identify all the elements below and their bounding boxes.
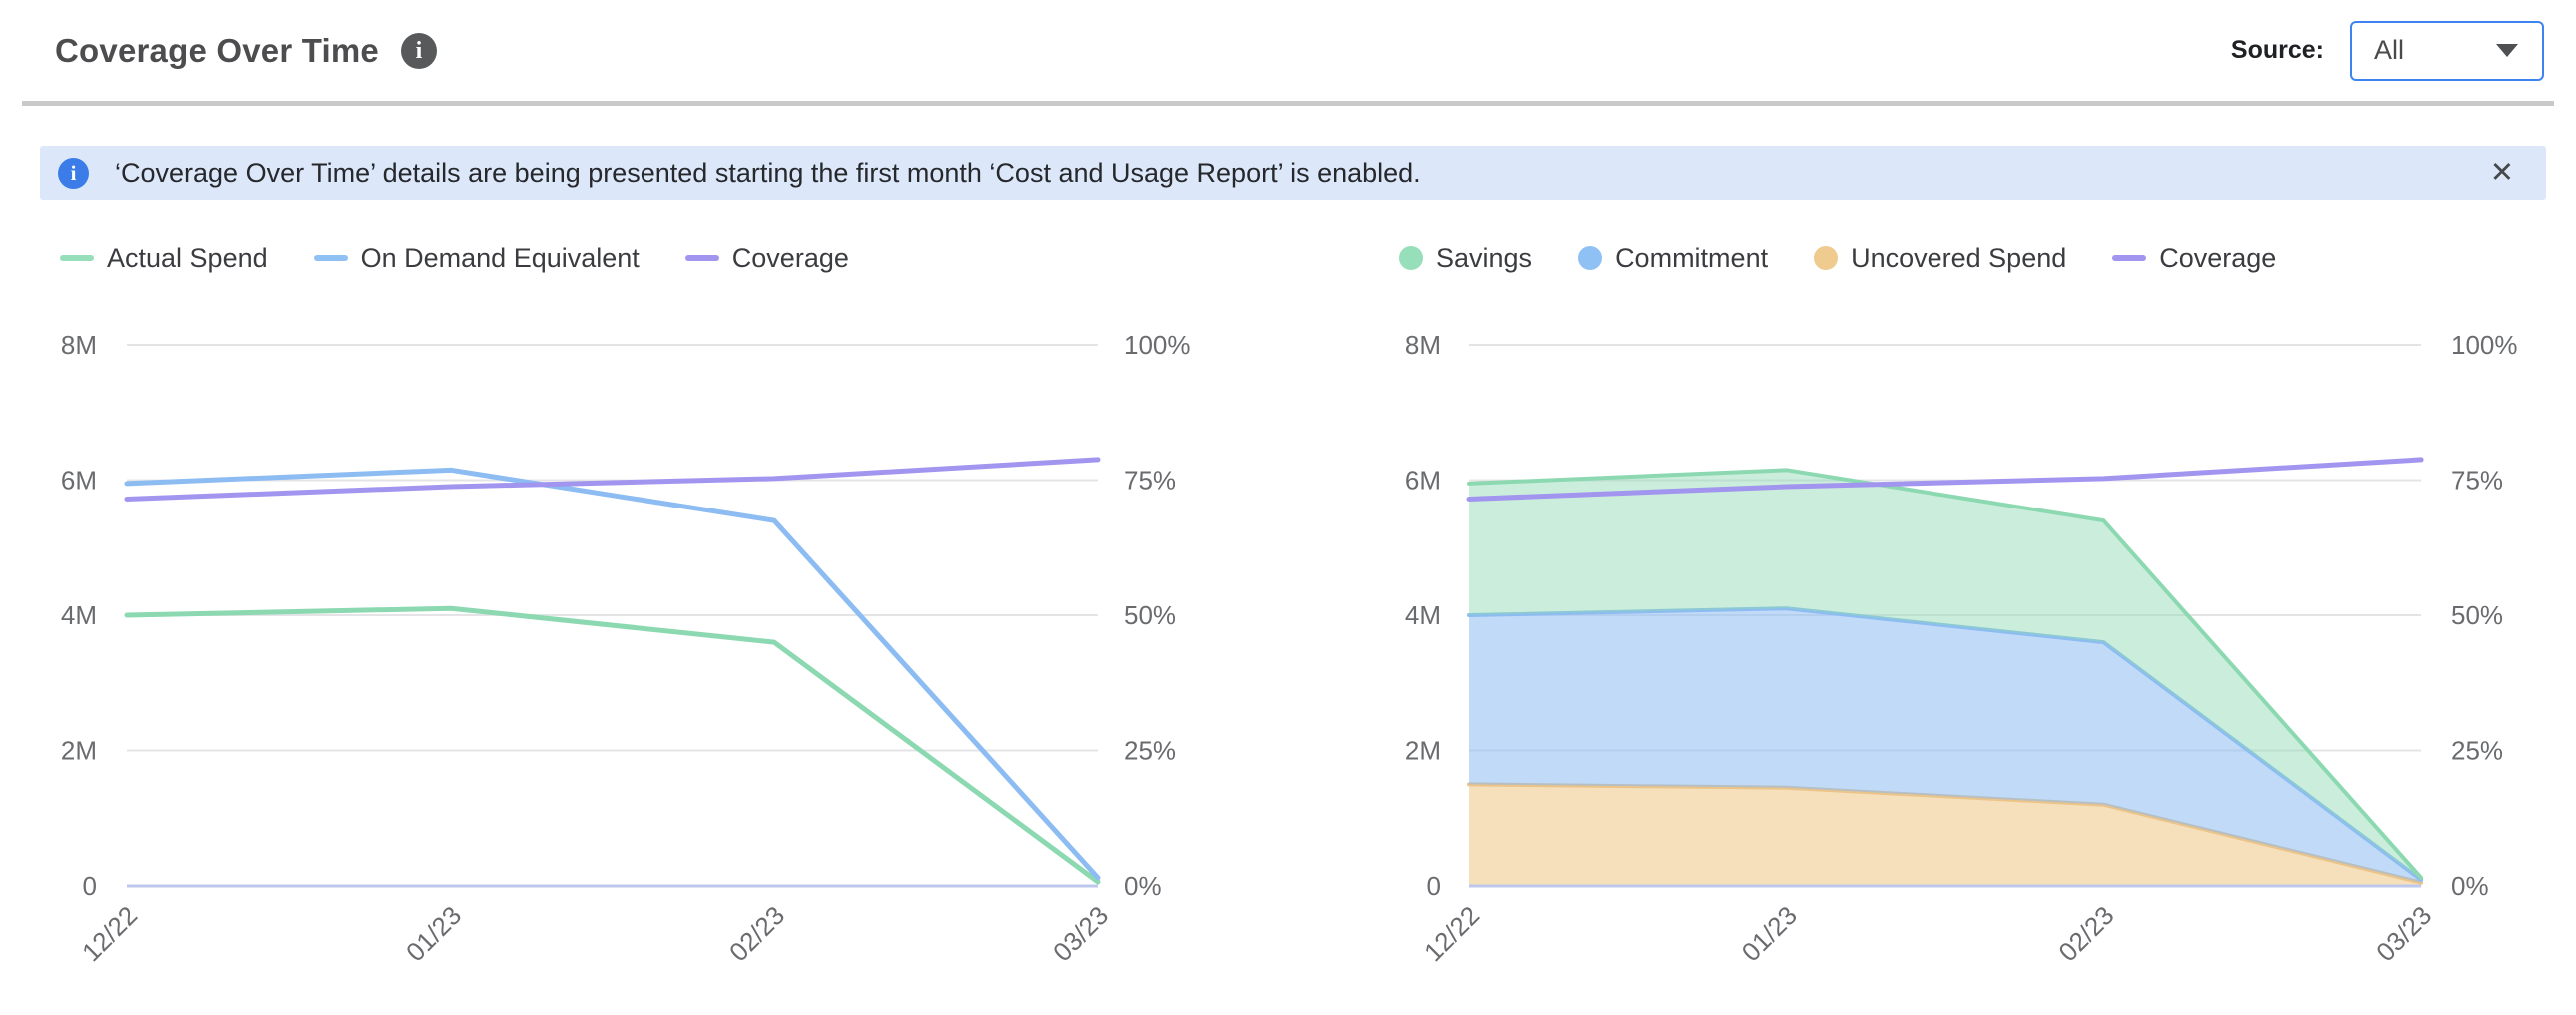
legend-line-icon xyxy=(60,255,94,261)
legend-item-coverage[interactable]: Coverage xyxy=(684,242,849,274)
y-axis-right-tick: 50% xyxy=(2451,600,2503,630)
page-header: Coverage Over Time i Source: All xyxy=(0,0,2576,101)
legend-dot-icon xyxy=(1814,246,1839,270)
legend-item-commitment[interactable]: Commitment xyxy=(1578,243,1768,274)
banner-text: ‘Coverage Over Time’ details are being p… xyxy=(115,157,1421,188)
area-savings xyxy=(1469,470,2422,880)
legend-label: Actual Spend xyxy=(107,242,268,273)
source-dropdown[interactable]: All xyxy=(2350,20,2544,81)
y-axis-right-tick: 100% xyxy=(2451,330,2518,360)
info-banner: i ‘Coverage Over Time’ details are being… xyxy=(40,146,2546,200)
source-dropdown-value: All xyxy=(2374,35,2405,65)
y-axis-left-tick: 6M xyxy=(61,466,97,496)
legend-item-uncovered-spend[interactable]: Uncovered Spend xyxy=(1814,243,2066,274)
spend-chart-legend: Actual Spend On Demand Equivalent Coverage xyxy=(60,238,849,278)
legend-dot-icon xyxy=(1578,246,1603,270)
legend-dot-icon xyxy=(1399,246,1423,270)
legend-label: Commitment xyxy=(1615,242,1769,273)
y-axis-left-tick: 6M xyxy=(1405,466,1441,496)
area-edge-commitment xyxy=(1467,606,2424,882)
y-axis-left-tick: 4M xyxy=(1405,600,1441,630)
series-line-actual-spend xyxy=(124,605,1101,885)
y-axis-right-tick: 0% xyxy=(1124,871,1162,901)
legend-line-icon xyxy=(2112,255,2147,261)
x-axis-tick: 03/23 xyxy=(2370,900,2437,967)
chevron-down-icon xyxy=(2496,44,2518,57)
page-title: Coverage Over Time xyxy=(55,31,379,69)
banner-info-icon: i xyxy=(58,157,89,189)
series-line-coverage xyxy=(124,457,1101,502)
x-axis-tick: 01/23 xyxy=(1736,900,1803,967)
x-axis-tick: 02/23 xyxy=(723,900,790,967)
y-axis-left-tick: 0 xyxy=(83,871,97,901)
header-divider xyxy=(22,101,2554,106)
legend-item-savings[interactable]: Savings xyxy=(1399,243,1532,274)
legend-item-coverage[interactable]: Coverage xyxy=(2112,243,2276,274)
source-label: Source: xyxy=(2230,36,2324,64)
area-edge-savings xyxy=(1467,468,2424,880)
y-axis-left-tick: 8M xyxy=(61,330,97,360)
banner-close-icon[interactable]: ✕ xyxy=(2489,156,2514,189)
coverage-chart-legend: Savings Commitment Uncovered Spend Coverage xyxy=(1399,238,2276,278)
y-axis-left-tick: 2M xyxy=(61,736,97,766)
y-axis-right-tick: 50% xyxy=(1124,600,1176,630)
x-axis-tick: 02/23 xyxy=(2052,900,2119,967)
x-axis-tick: 12/22 xyxy=(76,900,143,967)
legend-label: Savings xyxy=(1436,242,1533,273)
y-axis-left-tick: 0 xyxy=(1427,871,1441,901)
legend-label: On Demand Equivalent xyxy=(360,242,640,273)
y-axis-right-tick: 25% xyxy=(1124,736,1176,766)
x-axis-tick: 12/22 xyxy=(1418,900,1485,967)
y-axis-right-tick: 100% xyxy=(1124,330,1191,360)
area-uncovered-spend xyxy=(1469,784,2422,886)
legend-line-icon xyxy=(684,255,719,261)
y-axis-right-tick: 25% xyxy=(2451,736,2503,766)
legend-item-on-demand-equivalent[interactable]: On Demand Equivalent xyxy=(313,242,640,274)
x-axis-tick: 01/23 xyxy=(400,900,467,967)
series-line-on-demand-equivalent xyxy=(124,467,1101,881)
spend-line-chart: 8M 6M 4M 2M 0 100% 75% 50% 25% 0% 12/22 01/23 02/23 0… xyxy=(61,330,1191,967)
coverage-area-chart: 8M 6M 4M 2M 0 100% 75% 50% 25% 0% 12/22 01/23 02/23 0… xyxy=(1405,330,2518,967)
y-axis-right-tick: 0% xyxy=(2451,871,2489,901)
y-axis-left-tick: 2M xyxy=(1405,736,1441,766)
legend-label: Coverage xyxy=(2159,242,2277,273)
title-info-icon[interactable]: i xyxy=(400,32,437,69)
legend-line-icon xyxy=(313,255,348,261)
legend-label: Coverage xyxy=(731,242,849,273)
y-axis-right-tick: 75% xyxy=(2451,466,2503,496)
x-axis-tick: 03/23 xyxy=(1047,900,1114,967)
y-axis-left-tick: 4M xyxy=(61,600,97,630)
legend-label: Uncovered Spend xyxy=(1851,242,2067,273)
legend-item-actual-spend[interactable]: Actual Spend xyxy=(60,243,268,274)
area-commitment xyxy=(1469,608,2422,883)
y-axis-right-tick: 75% xyxy=(1124,466,1176,496)
y-axis-left-tick: 8M xyxy=(1405,330,1441,360)
series-line-coverage xyxy=(1466,457,2424,502)
